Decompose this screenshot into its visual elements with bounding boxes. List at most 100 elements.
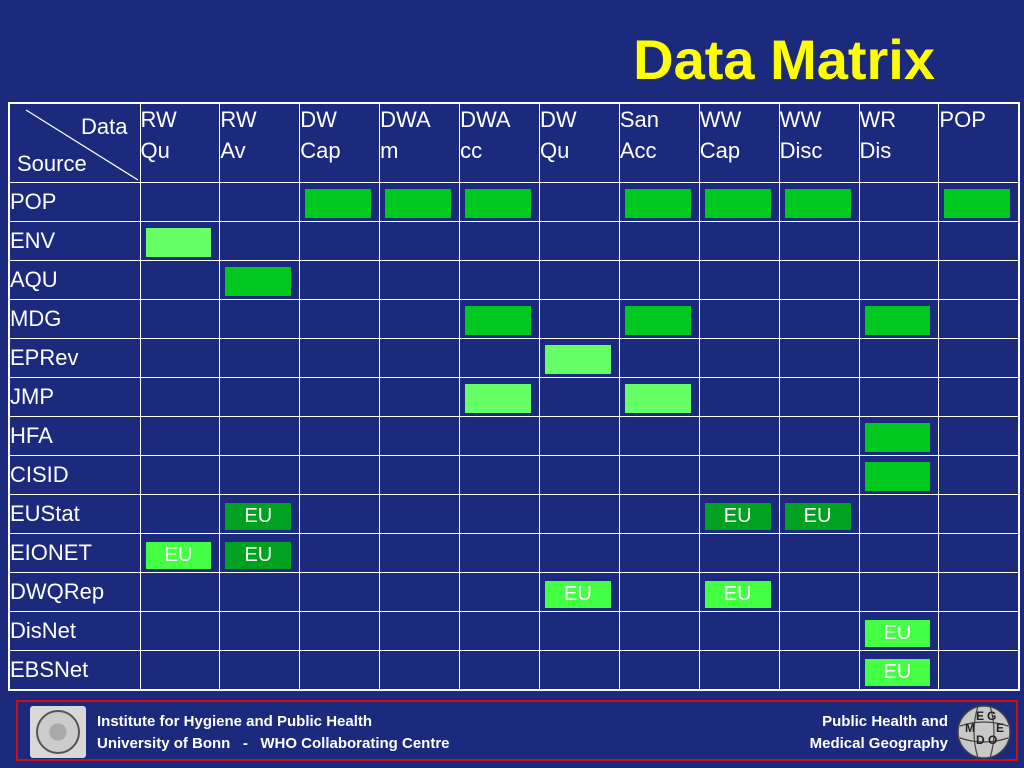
matrix-cell <box>219 611 301 651</box>
matrix-cell <box>698 338 780 378</box>
matrix-cell <box>618 299 700 339</box>
matrix-cell <box>778 299 860 339</box>
matrix-cell <box>459 182 540 222</box>
matrix-cell <box>538 533 620 573</box>
table-row: HFA <box>8 416 1020 456</box>
corner-cell: Data Source <box>8 102 141 183</box>
column-header: WW Disc <box>778 102 860 183</box>
table-row: ENV <box>8 221 1020 261</box>
matrix-cell <box>459 494 540 534</box>
matrix-cell <box>698 299 780 339</box>
corner-diagonal <box>25 109 139 181</box>
matrix-cell <box>459 533 540 573</box>
matrix-cell <box>459 572 540 612</box>
row-header: CISID <box>8 455 141 495</box>
matrix-cell <box>538 377 620 417</box>
table-row: CISID <box>8 455 1020 495</box>
footer-institute: Institute for Hygiene and Public Health … <box>97 711 450 755</box>
data-available-marker <box>864 423 931 452</box>
data-available-marker <box>784 189 851 218</box>
matrix-cell: EU <box>698 494 780 534</box>
header-row: Data Source RW Qu RW Av DW Cap DWA m DWA cc D… <box>8 102 1020 183</box>
matrix-cell <box>618 377 700 417</box>
matrix-cell <box>219 416 301 456</box>
matrix-cell <box>858 221 940 261</box>
matrix-cell <box>618 650 700 691</box>
matrix-cell <box>139 455 221 495</box>
footer-institute-line2: University of Bonn - WHO Collaborating C… <box>97 735 450 752</box>
matrix-cell <box>459 455 540 495</box>
eu-marker: EU <box>864 620 931 647</box>
matrix-cell <box>299 611 381 651</box>
matrix-cell <box>299 455 381 495</box>
data-available-marker <box>704 189 771 218</box>
matrix-cell <box>219 377 301 417</box>
matrix-cell <box>379 377 461 417</box>
row-header: EUStat <box>8 494 141 534</box>
data-matrix-table: Data Source RW Qu RW Av DW Cap DWA m DWA cc D… <box>8 102 1020 691</box>
matrix-cell <box>459 299 540 339</box>
matrix-cell <box>139 377 221 417</box>
matrix-cell <box>698 533 780 573</box>
matrix-cell <box>938 533 1020 573</box>
logo-letter: O <box>988 733 997 747</box>
matrix-cell: EU <box>538 572 620 612</box>
row-header: EPRev <box>8 338 141 378</box>
matrix-cell <box>778 455 860 495</box>
matrix-cell <box>379 221 461 261</box>
row-header: AQU <box>8 260 141 300</box>
matrix-cell <box>379 455 461 495</box>
matrix-cell <box>538 338 620 378</box>
matrix-cell <box>858 533 940 573</box>
column-header: DW Qu <box>538 102 620 183</box>
row-header: EBSNet <box>8 650 141 691</box>
matrix-cell <box>618 572 700 612</box>
matrix-cell: EU <box>778 494 860 534</box>
matrix-cell <box>778 533 860 573</box>
matrix-cell <box>698 416 780 456</box>
matrix-cell <box>538 299 620 339</box>
matrix-cell <box>858 572 940 612</box>
matrix-cell <box>938 338 1020 378</box>
matrix-cell <box>538 455 620 495</box>
matrix-cell <box>618 221 700 261</box>
column-header: DW Cap <box>299 102 381 183</box>
matrix-cell <box>858 416 940 456</box>
matrix-cell <box>538 416 620 456</box>
matrix-cell <box>778 338 860 378</box>
row-header: MDG <box>8 299 141 339</box>
university-seal-logo <box>30 706 86 758</box>
matrix-cell <box>139 416 221 456</box>
eu-marker: EU <box>225 503 292 530</box>
matrix-cell <box>538 650 620 691</box>
logo-letter: D <box>976 733 985 747</box>
matrix-cell <box>459 221 540 261</box>
table-row: EPRev <box>8 338 1020 378</box>
matrix-cell <box>379 572 461 612</box>
eu-marker: EU <box>864 659 931 686</box>
matrix-cell <box>379 299 461 339</box>
row-header: EIONET <box>8 533 141 573</box>
logo-letter: E <box>976 709 984 723</box>
geomed-globe-logo: GE OME D <box>957 705 1011 759</box>
footer-department-line1: Public Health and <box>822 713 948 730</box>
matrix-cell <box>618 494 700 534</box>
slide-title: Data Matrix <box>633 28 935 91</box>
matrix-cell <box>459 260 540 300</box>
data-available-marker <box>624 189 691 218</box>
matrix-cell <box>219 338 301 378</box>
matrix-cell <box>538 221 620 261</box>
matrix-cell <box>299 377 381 417</box>
footer-bar: Institute for Hygiene and Public Health … <box>16 700 1018 761</box>
matrix-cell <box>938 494 1020 534</box>
data-available-marker <box>944 189 1010 218</box>
matrix-cell <box>778 260 860 300</box>
matrix-cell <box>139 182 221 222</box>
column-header: DWA cc <box>459 102 540 183</box>
table-row: DWQRep EU EU <box>8 572 1020 612</box>
column-header: DWA m <box>379 102 461 183</box>
matrix-cell <box>299 299 381 339</box>
matrix-cell <box>938 416 1020 456</box>
matrix-cell <box>219 182 301 222</box>
